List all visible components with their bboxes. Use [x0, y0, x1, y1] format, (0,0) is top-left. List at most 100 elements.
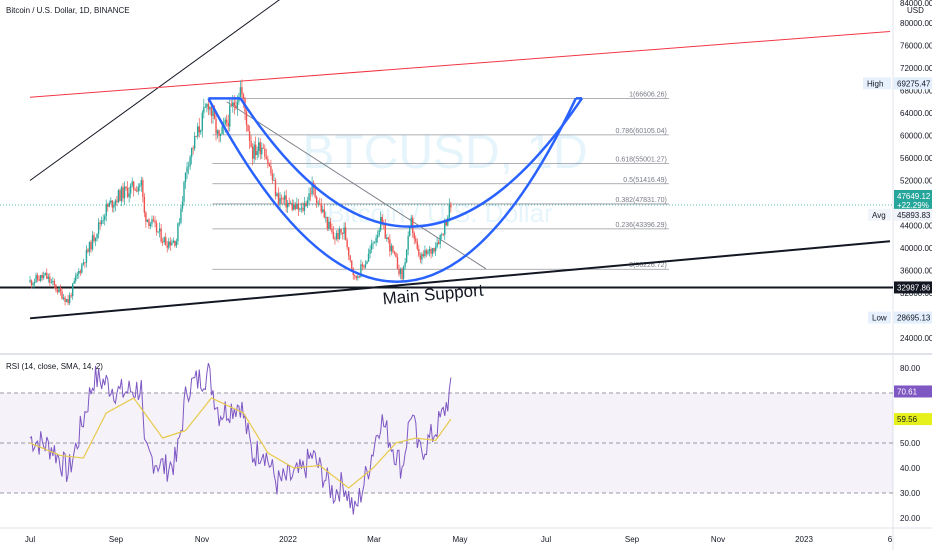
candle	[193, 131, 196, 152]
candle	[212, 108, 214, 124]
rsi-value-tag: 70.61	[894, 385, 932, 398]
candle	[361, 261, 364, 271]
rsi-pane[interactable]	[0, 356, 893, 528]
candle	[254, 136, 257, 161]
candle	[78, 268, 80, 279]
candle-body	[396, 257, 399, 270]
candle	[85, 245, 88, 268]
candle-body	[142, 180, 144, 197]
time-axis-label: Jul	[541, 535, 551, 544]
candle-body	[110, 200, 112, 203]
candle-body	[241, 87, 243, 95]
candle	[131, 177, 133, 188]
candle-body	[137, 186, 139, 192]
candle-body	[445, 221, 447, 226]
candle-body	[62, 297, 65, 299]
candle-body	[424, 250, 426, 257]
candle-body	[93, 235, 95, 241]
candle-body	[294, 204, 297, 209]
candle	[270, 159, 272, 176]
time-axis-label: Sep	[109, 535, 124, 544]
candle	[75, 272, 77, 284]
candle	[46, 268, 48, 280]
candle	[421, 251, 423, 265]
candle	[87, 247, 89, 254]
candle-body	[114, 200, 117, 206]
candle	[216, 129, 219, 139]
candle-body	[230, 105, 232, 107]
avg-tag-box	[894, 208, 932, 221]
cup-inner-curve[interactable]	[239, 97, 584, 228]
candle-body	[58, 287, 60, 293]
candle-body	[136, 190, 138, 192]
candle	[209, 105, 211, 115]
candle-body	[262, 147, 264, 149]
candle-body	[155, 222, 158, 233]
candle-body	[376, 235, 379, 238]
candle-body	[81, 264, 83, 273]
candle	[259, 138, 261, 160]
low-tag-box	[894, 311, 932, 324]
candle	[157, 231, 159, 234]
candle-body	[302, 207, 304, 211]
candle	[52, 277, 54, 286]
candle-body	[392, 245, 394, 252]
candle-body	[55, 284, 57, 290]
symbol-title[interactable]: Bitcoin / U.S. Dollar, 1D, BINANCE	[6, 6, 130, 15]
candle-body	[370, 243, 373, 250]
resistance-line[interactable]	[29, 30, 891, 98]
price-axis-tick: 56000.00	[900, 154, 932, 163]
candle	[169, 237, 171, 251]
candle-body	[428, 249, 431, 252]
ascending-trendline[interactable]	[29, 240, 891, 320]
candle-body	[309, 193, 312, 195]
candle-body	[427, 251, 429, 254]
trendlines[interactable]	[0, 0, 893, 320]
candle-body	[171, 242, 173, 246]
candle	[364, 260, 367, 270]
cup-drawing[interactable]	[207, 97, 584, 283]
cup-outer-curve[interactable]	[207, 97, 578, 283]
candle	[407, 231, 409, 256]
candle-body	[270, 166, 272, 174]
descending-trendline[interactable]	[226, 101, 487, 270]
candle	[93, 232, 95, 243]
candle-body	[100, 220, 103, 224]
candle-body	[87, 249, 89, 252]
time-axis[interactable]: Jul Sep Nov 2022 Mar May Jul Sep Nov 2023 6	[25, 535, 893, 544]
candle	[148, 218, 150, 229]
candle-body	[285, 195, 287, 208]
candle-body	[218, 130, 220, 136]
candle	[425, 248, 428, 258]
candle-body	[193, 136, 196, 149]
candle	[207, 98, 210, 116]
candle	[145, 211, 147, 228]
candle	[171, 239, 173, 246]
rsi-title[interactable]: RSI (14, close, SMA, 14, 2)	[6, 362, 103, 371]
candle-body	[209, 107, 211, 110]
candle	[253, 141, 255, 163]
candle	[195, 135, 197, 137]
candle-body	[335, 233, 338, 240]
candle	[398, 264, 400, 277]
fibonacci-retracement[interactable]: 1(66606.26) 0.786(60105.04) 0.618(55001.27…	[212, 91, 669, 270]
candle	[136, 185, 138, 193]
candle-body	[56, 289, 59, 293]
candle-body	[351, 260, 353, 269]
candle-body	[279, 197, 281, 204]
candle	[175, 238, 178, 248]
candle	[226, 114, 228, 127]
support-tag-value: 32987.86	[897, 283, 931, 292]
candle	[190, 147, 193, 165]
candle-body	[129, 185, 132, 194]
candle-body	[290, 203, 292, 204]
candle-body	[317, 203, 319, 205]
candle	[73, 277, 75, 284]
candle-body	[75, 275, 77, 281]
main-pane[interactable]	[0, 0, 893, 352]
candle	[315, 195, 318, 209]
candle-body	[154, 220, 156, 223]
candle-body	[148, 219, 150, 227]
candle	[197, 122, 199, 140]
